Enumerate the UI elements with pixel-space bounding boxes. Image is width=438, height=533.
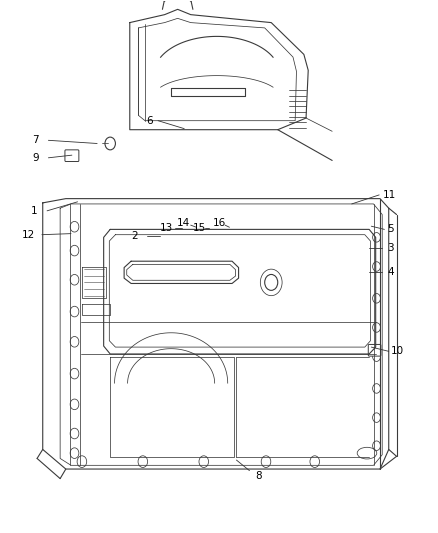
Text: 10: 10 [391, 346, 404, 357]
Text: 9: 9 [32, 153, 39, 163]
Text: 13: 13 [160, 223, 173, 233]
Text: 5: 5 [388, 224, 394, 235]
Text: 8: 8 [255, 471, 261, 481]
Text: 7: 7 [32, 135, 39, 146]
FancyBboxPatch shape [65, 150, 79, 161]
FancyBboxPatch shape [368, 344, 381, 356]
Text: 1: 1 [31, 206, 37, 216]
Text: 2: 2 [131, 231, 138, 241]
Text: 14: 14 [177, 218, 190, 228]
Text: 4: 4 [388, 267, 394, 277]
Text: 16: 16 [212, 218, 226, 228]
Text: 11: 11 [383, 190, 396, 200]
Text: 6: 6 [146, 116, 153, 126]
Text: 12: 12 [22, 230, 35, 240]
Text: 15: 15 [193, 223, 206, 233]
Text: 3: 3 [388, 243, 394, 253]
